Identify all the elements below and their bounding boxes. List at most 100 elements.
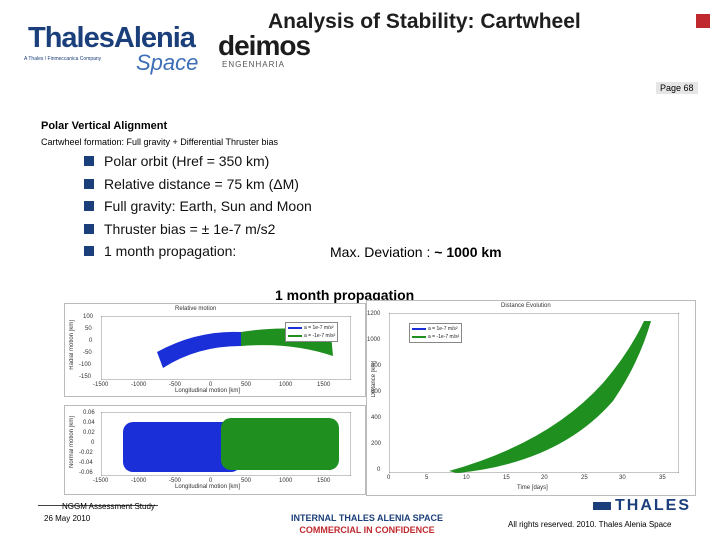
legend-swatch [288, 334, 302, 337]
logo-text: ThalesAlenia [28, 22, 196, 54]
normal-motion-canvas [101, 412, 351, 476]
x-tick: 0 [209, 478, 213, 484]
series-negative-cloud [221, 418, 339, 470]
section-subtitle: Cartwheel formation: Full gravity + Diff… [41, 137, 279, 147]
x-tick: -500 [169, 382, 182, 388]
distance-canvas [389, 313, 679, 473]
thales-wing-icon [593, 501, 611, 510]
corner-accent [696, 14, 710, 28]
x-tick: -1000 [131, 478, 147, 484]
bullet-text: Thruster bias = ± 1e-7 m/s2 [104, 220, 276, 237]
legend-swatch [288, 326, 302, 329]
x-tick: 0 [387, 475, 391, 481]
distance-evolution-plot: Distance Evolution Distance [km] Time [d… [366, 300, 696, 496]
legend-entry: a = 1e-7 m/s² [428, 326, 458, 332]
y-tick: 400 [371, 415, 382, 421]
footer-rule [38, 505, 158, 506]
x-tick: 1000 [279, 478, 293, 484]
figure-caption: 1 month propagation [275, 287, 415, 303]
x-tick: 35 [659, 475, 666, 481]
max-deviation-label: Max. Deviation : [330, 244, 435, 260]
x-tick: 15 [503, 475, 510, 481]
bullet-text: Polar orbit (Href = 350 km) [104, 153, 270, 169]
confidentiality-notice: INTERNAL THALES ALENIA SPACE COMMERCIAL … [272, 512, 462, 536]
max-deviation-value: ~ 1000 km [434, 244, 502, 260]
y-tick: -100 [79, 362, 92, 368]
footer-date: 26 May 2010 [44, 514, 91, 523]
bullet-square-icon [84, 246, 94, 256]
x-tick: -500 [169, 478, 182, 484]
bullet-item: Polar orbit (Href = 350 km) [84, 150, 312, 173]
deimos-logo: deimos ENGENHARIA [218, 30, 318, 70]
thales-logo: THALES [593, 497, 691, 515]
normal-motion-plot: Normal motion [km] Longitudinal motion [… [64, 405, 366, 495]
bullet-square-icon [84, 201, 94, 211]
x-tick: 5 [425, 475, 429, 481]
y-axis-label: Radial motion [km] [69, 320, 75, 370]
y-tick: 0.06 [83, 410, 95, 416]
x-axis-label: Longitudinal motion [km] [175, 388, 241, 394]
logo-tagline: A Thales / Finmeccanica Company [24, 56, 102, 62]
x-axis-label: Longitudinal motion [km] [175, 484, 241, 490]
confidential-line-1: INTERNAL THALES ALENIA SPACE [290, 513, 443, 523]
bullet-square-icon [84, 223, 94, 234]
bullet-item: Full gravity: Earth, Sun and Moon [84, 195, 312, 218]
thales-alenia-space-logo: ThalesAlenia A Thales / Finmeccanica Com… [24, 18, 198, 76]
bullet-square-icon [84, 178, 94, 189]
y-tick: 0.02 [83, 430, 95, 436]
x-tick: -1500 [93, 478, 109, 484]
y-tick: 1000 [367, 337, 381, 343]
series-positive-band [157, 331, 241, 368]
slide-title: Analysis of Stability: Cartwheel [268, 10, 581, 33]
y-tick: 0 [89, 338, 93, 344]
section-title: Polar Vertical Alignment [41, 120, 168, 132]
relative-motion-plot: Relative motion Radial motion [km] Longi… [64, 303, 366, 397]
max-deviation: Max. Deviation : ~ 1000 km [330, 244, 502, 260]
x-tick: 1500 [317, 382, 331, 388]
legend-swatch [412, 335, 426, 338]
legend-swatch [412, 327, 426, 330]
y-tick: 50 [85, 326, 92, 332]
legend-entry: a = -1e-7 m/s² [304, 333, 336, 339]
legend: a = 1e-7 m/s² a = -1e-7 m/s² [285, 322, 339, 342]
bullet-item: Thruster bias = ± 1e-7 m/s2 [84, 218, 312, 241]
x-tick: 20 [541, 475, 548, 481]
series-positive-cloud [123, 422, 241, 472]
y-tick: 0 [377, 467, 381, 473]
page-number: Page 68 [656, 82, 698, 94]
plot-title: Relative motion [175, 306, 217, 312]
bullet-list: Polar orbit (Href = 350 km) Relative dis… [84, 150, 312, 263]
bullet-item: Relative distance = 75 km (ΔM) [84, 173, 312, 196]
bullet-item: 1 month propagation: [84, 240, 312, 263]
y-axis-label: Normal motion [km] [69, 416, 75, 469]
footer-study: NGGM Assessment Study [62, 502, 155, 511]
y-tick: 100 [83, 314, 94, 320]
bullet-text: Relative distance = 75 km (ΔM) [104, 175, 299, 192]
confidential-line-2: COMMERCIAL IN CONFIDENCE [299, 525, 435, 535]
y-tick: 1200 [367, 311, 381, 317]
y-tick: 800 [371, 363, 382, 369]
y-tick: -0.04 [79, 460, 93, 466]
plot-title: Distance Evolution [501, 303, 551, 309]
thales-logo-text: THALES [615, 497, 691, 514]
y-tick: -150 [79, 374, 92, 380]
x-tick: 500 [241, 478, 252, 484]
x-tick: 0 [209, 382, 213, 388]
x-tick: -1000 [131, 382, 147, 388]
x-tick: 1500 [317, 478, 331, 484]
distance-band [449, 321, 651, 473]
bullet-text: Full gravity: Earth, Sun and Moon [104, 198, 312, 214]
y-tick: -0.02 [79, 450, 93, 456]
y-tick: 200 [371, 441, 382, 447]
y-tick: 0.04 [83, 420, 95, 426]
deimos-text: deimos [218, 30, 311, 61]
x-tick: 500 [241, 382, 252, 388]
y-tick: -50 [83, 350, 92, 356]
x-tick: 30 [619, 475, 626, 481]
y-tick: 600 [371, 389, 382, 395]
x-tick: 10 [463, 475, 470, 481]
x-tick: -1500 [93, 382, 109, 388]
rights-notice: All rights reserved. 2010. Thales Alenia… [508, 520, 672, 529]
y-tick: 0 [91, 440, 95, 446]
logo-space-text: Space [136, 50, 199, 75]
